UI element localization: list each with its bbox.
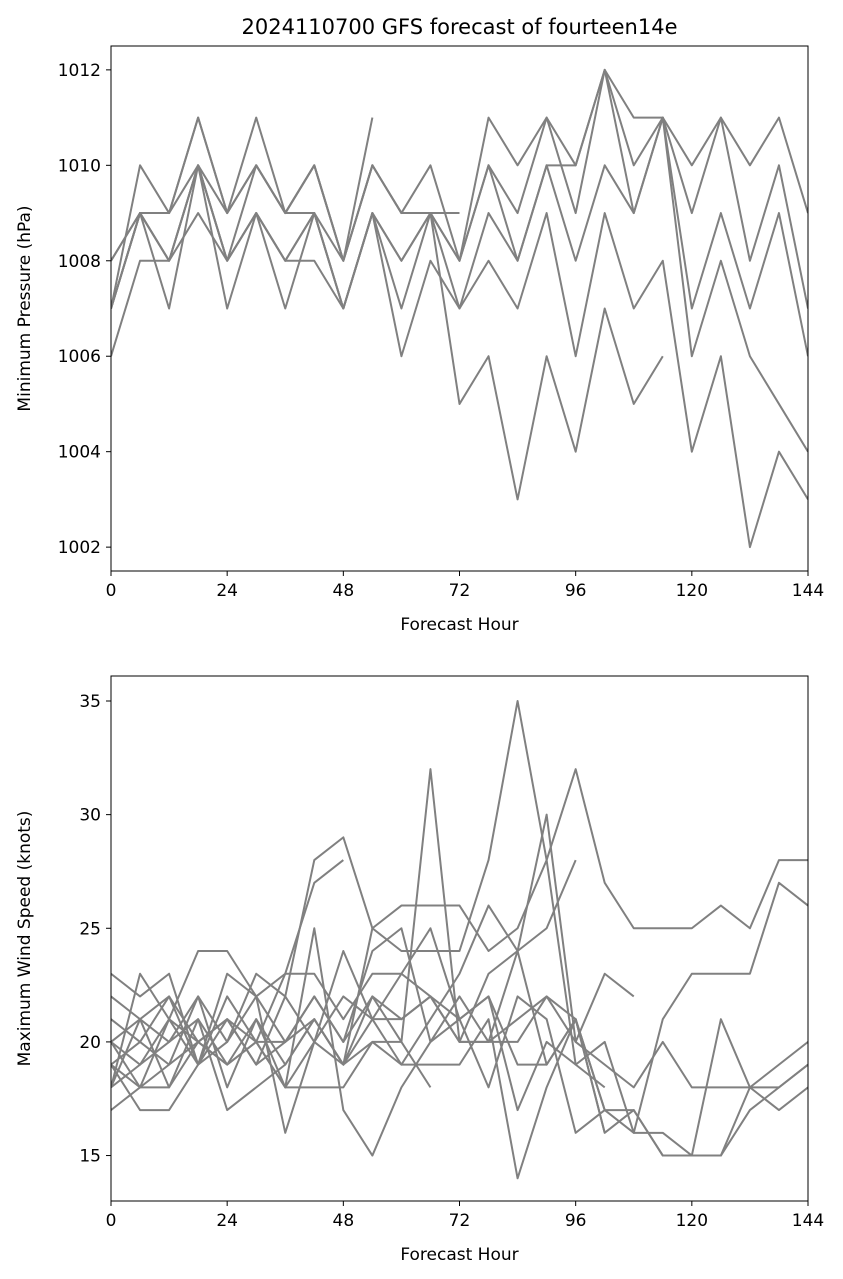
- x-tick-label: 72: [449, 1211, 471, 1231]
- x-tick-label: 72: [449, 581, 471, 601]
- x-tick-label: 24: [216, 581, 238, 601]
- x-tick-label: 96: [565, 581, 587, 601]
- series-line-6: [111, 995, 808, 1180]
- pressure-panel: 0 24 48 72 96 120 144 1002 1004 1006 1008 1010 1012 F…: [15, 45, 824, 635]
- series-line-12: [111, 859, 344, 1112]
- x-tick-label: 144: [792, 581, 824, 601]
- x-tick-label: 0: [106, 581, 117, 601]
- wind-speed-panel: 0 24 48 72 96 120 144 15 20 25 30 35 Forecast Hour Ma…: [15, 675, 824, 1265]
- series-line-8: [111, 164, 460, 262]
- y-axis-label: Maximum Wind Speed (knots): [15, 811, 35, 1067]
- y-tick-label: 1010: [58, 156, 101, 176]
- series-line-5: [111, 164, 808, 549]
- x-tick-label: 96: [565, 1211, 587, 1231]
- x-tick-label: 120: [676, 581, 708, 601]
- x-axis-label: Forecast Hour: [400, 1245, 518, 1265]
- y-tick-label: 30: [79, 806, 101, 826]
- series-line-8: [111, 859, 606, 1112]
- x-tick-label: 120: [676, 1211, 708, 1231]
- x-tick-label: 48: [333, 1211, 355, 1231]
- y-tick-label: 20: [79, 1033, 101, 1053]
- x-axis-label: Forecast Hour: [400, 615, 518, 635]
- y-tick-label: 1004: [58, 443, 101, 463]
- y-tick-label: 25: [79, 919, 101, 939]
- y-tick-label: 1012: [58, 61, 101, 81]
- series-line-9: [111, 904, 606, 1134]
- x-tick-label: 144: [792, 1211, 824, 1231]
- y-tick-label: 1008: [58, 252, 101, 272]
- series-group: [111, 68, 808, 549]
- series-line-13: [111, 1018, 432, 1088]
- plot-frame: [110, 675, 809, 1202]
- figure-title: 2024110700 GFS forecast of fourteen14e: [242, 15, 678, 39]
- y-tick-label: 35: [79, 692, 101, 712]
- series-line-11: [111, 859, 577, 1134]
- x-tick-label: 24: [216, 1211, 238, 1231]
- series-group: [111, 700, 808, 1180]
- x-tick-label: 48: [333, 581, 355, 601]
- x-tick-label: 0: [106, 1211, 117, 1231]
- series-line-10: [111, 927, 606, 1157]
- y-tick-label: 1002: [58, 538, 101, 558]
- y-axis-label: Minimum Pressure (hPa): [15, 205, 35, 411]
- y-tick-label: 15: [79, 1147, 101, 1167]
- series-line-6: [111, 212, 664, 501]
- y-tick-label: 1006: [58, 347, 101, 367]
